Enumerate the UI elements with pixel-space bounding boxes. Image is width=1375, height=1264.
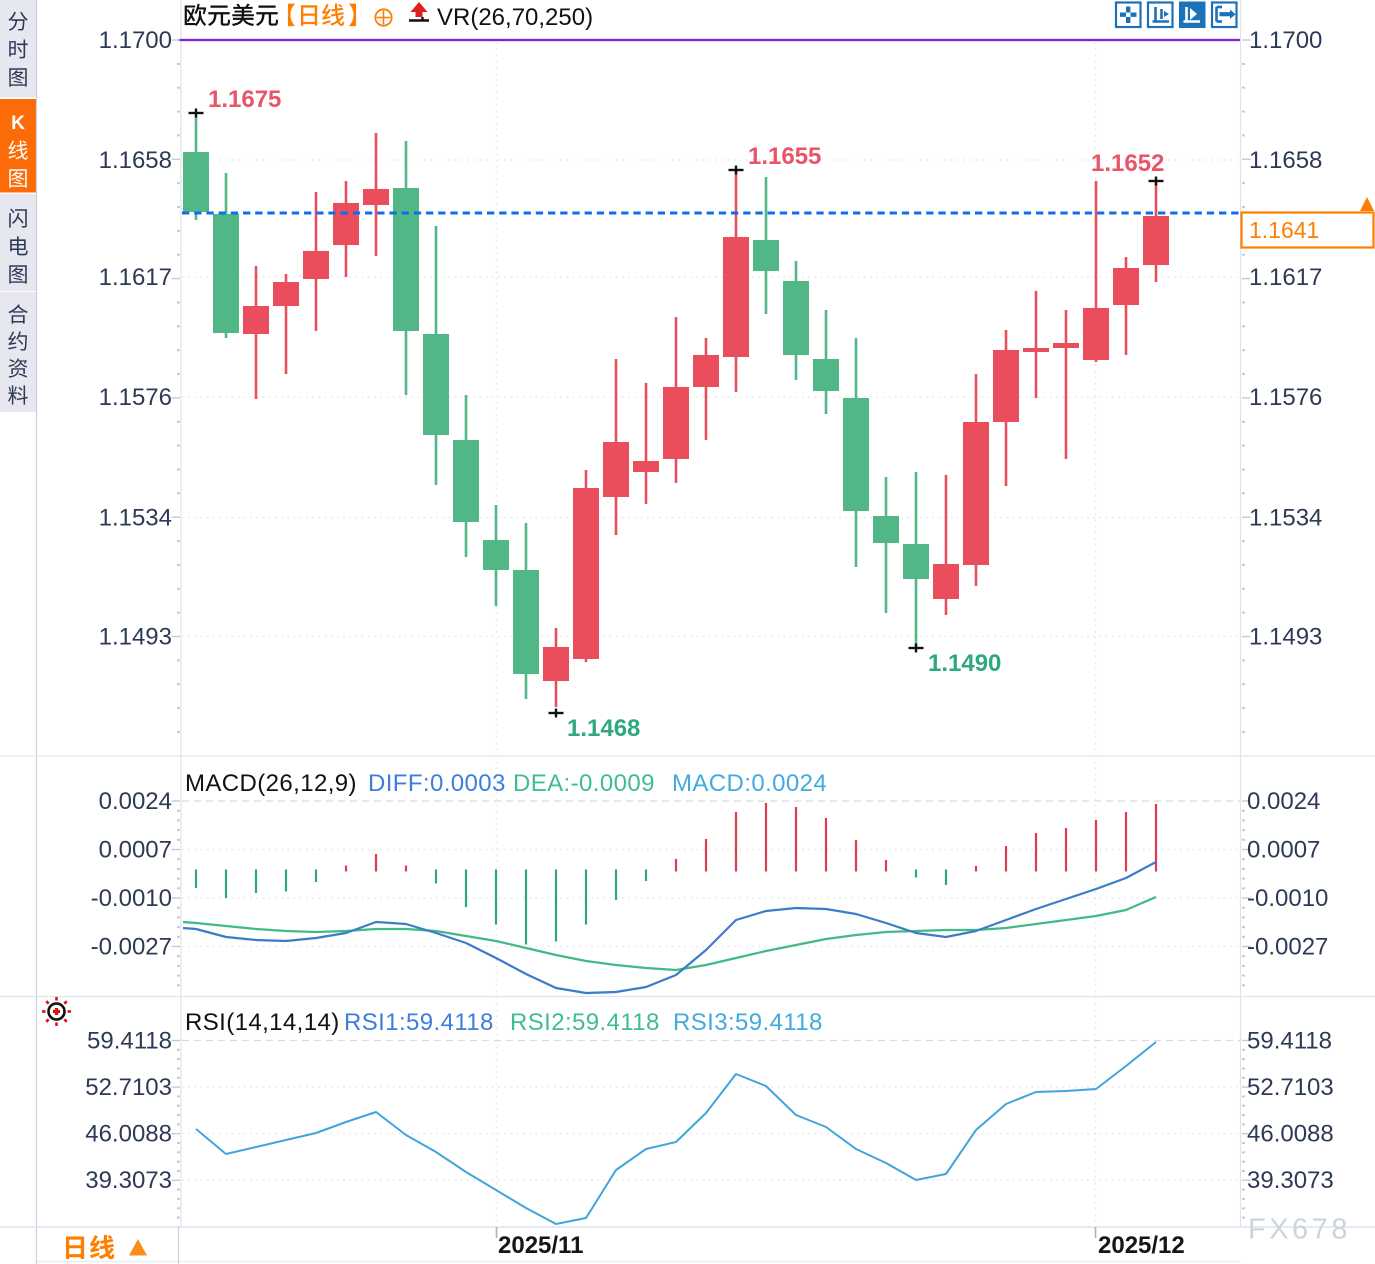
svg-text:-0.0027: -0.0027 bbox=[1247, 934, 1328, 961]
svg-text:2025/11: 2025/11 bbox=[498, 1232, 583, 1259]
svg-text:1.1617: 1.1617 bbox=[99, 264, 172, 291]
svg-text:2025/12: 2025/12 bbox=[1098, 1232, 1185, 1259]
svg-text:DIFF:0.0003: DIFF:0.0003 bbox=[368, 770, 506, 797]
svg-text:52.7103: 52.7103 bbox=[85, 1074, 172, 1101]
svg-text:-0.0010: -0.0010 bbox=[91, 885, 172, 912]
svg-text:1.1493: 1.1493 bbox=[1249, 624, 1322, 651]
svg-text:0.0007: 0.0007 bbox=[99, 837, 172, 864]
svg-text:MACD(26,12,9): MACD(26,12,9) bbox=[185, 770, 357, 797]
svg-text:RSI1:59.4118: RSI1:59.4118 bbox=[344, 1009, 494, 1036]
svg-text:MACD:0.0024: MACD:0.0024 bbox=[672, 770, 827, 797]
svg-text:-0.0010: -0.0010 bbox=[1247, 885, 1328, 912]
svg-text:1.1700: 1.1700 bbox=[99, 27, 172, 54]
svg-text:59.4118: 59.4118 bbox=[1247, 1028, 1332, 1055]
svg-text:-0.0027: -0.0027 bbox=[91, 934, 172, 961]
svg-text:39.3073: 39.3073 bbox=[1247, 1167, 1334, 1194]
svg-text:52.7103: 52.7103 bbox=[1247, 1074, 1334, 1101]
svg-text:1.1534: 1.1534 bbox=[1249, 505, 1322, 532]
svg-text:K: K bbox=[11, 113, 25, 134]
svg-text:1.1617: 1.1617 bbox=[1249, 264, 1322, 291]
svg-text:1.1490: 1.1490 bbox=[928, 650, 1001, 677]
svg-text:1.1576: 1.1576 bbox=[99, 384, 172, 411]
svg-text:1.1468: 1.1468 bbox=[567, 715, 640, 742]
svg-text:RSI3:59.4118: RSI3:59.4118 bbox=[673, 1009, 823, 1036]
svg-text:1.1534: 1.1534 bbox=[99, 505, 172, 532]
svg-text:RSI(14,14,14): RSI(14,14,14) bbox=[185, 1009, 340, 1036]
svg-text:1.1700: 1.1700 bbox=[1249, 27, 1322, 54]
svg-text:1.1652: 1.1652 bbox=[1091, 150, 1164, 177]
svg-text:1.1493: 1.1493 bbox=[99, 624, 172, 651]
svg-text:1.1675: 1.1675 bbox=[208, 86, 281, 113]
svg-text:46.0088: 46.0088 bbox=[1247, 1121, 1334, 1148]
svg-text:1.1658: 1.1658 bbox=[1249, 147, 1322, 174]
svg-text:1.1655: 1.1655 bbox=[748, 143, 821, 170]
svg-text:39.3073: 39.3073 bbox=[85, 1167, 172, 1194]
svg-text:1.1576: 1.1576 bbox=[1249, 384, 1322, 411]
svg-text:0.0024: 0.0024 bbox=[1247, 788, 1320, 815]
svg-text:VR(26,70,250): VR(26,70,250) bbox=[437, 4, 593, 31]
svg-text:1.1641: 1.1641 bbox=[1249, 217, 1319, 243]
svg-text:46.0088: 46.0088 bbox=[85, 1121, 172, 1148]
svg-text:59.4118: 59.4118 bbox=[87, 1028, 172, 1055]
svg-text:FX678: FX678 bbox=[1248, 1214, 1351, 1246]
svg-text:1.1658: 1.1658 bbox=[99, 147, 172, 174]
svg-text:RSI2:59.4118: RSI2:59.4118 bbox=[510, 1009, 660, 1036]
svg-text:0.0024: 0.0024 bbox=[99, 788, 172, 815]
svg-text:DEA:-0.0009: DEA:-0.0009 bbox=[513, 770, 655, 797]
svg-text:0.0007: 0.0007 bbox=[1247, 837, 1320, 864]
